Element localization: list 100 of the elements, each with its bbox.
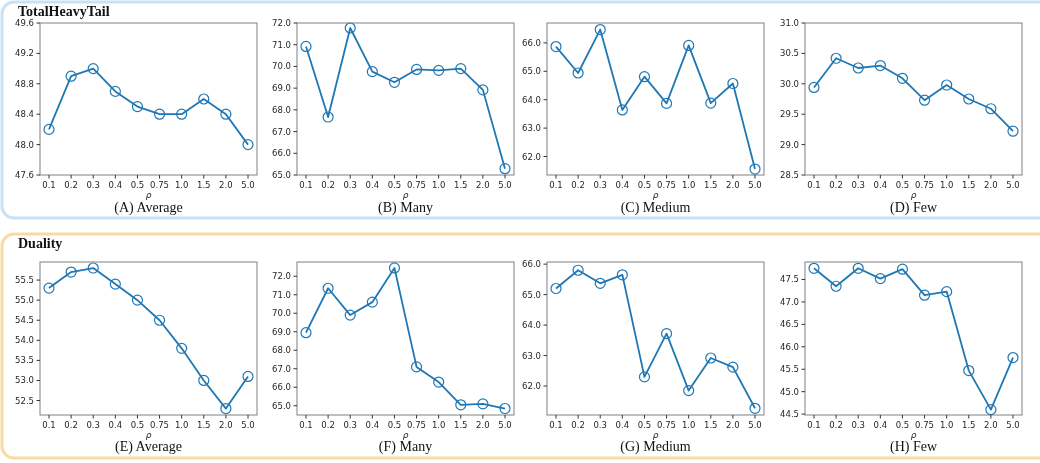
y-tick-label: 72.0 <box>272 17 291 28</box>
text: (E) Average <box>115 439 182 455</box>
y-tick-label: 29.0 <box>780 139 799 150</box>
point <box>366 66 378 78</box>
y-tick-label: 55.0 <box>15 295 34 306</box>
x-tick-label: 0.4 <box>365 420 380 430</box>
y-tick-label: 48.0 <box>15 139 34 150</box>
x-axis-title: ρ <box>652 190 659 200</box>
x-tick-label: 5.0 <box>1006 180 1020 190</box>
point <box>727 77 739 90</box>
x-tick-label: 0.3 <box>86 180 100 190</box>
y-tick-label: 49.2 <box>15 48 34 59</box>
y-tick-label: 69.0 <box>272 83 291 94</box>
x-tick-label: 0.4 <box>365 180 380 190</box>
point <box>153 314 166 326</box>
x-tick-label: 0.3 <box>86 420 100 430</box>
y-tick-label: 30.0 <box>780 78 799 89</box>
point <box>300 327 312 339</box>
point <box>344 309 356 321</box>
x-tick-label: 0.2 <box>321 180 335 190</box>
x-tick-label: 0.75 <box>915 420 935 430</box>
point <box>388 76 401 88</box>
x-tick-label: 2.0 <box>726 420 740 430</box>
y-tick-label: 48.4 <box>15 109 34 120</box>
y-tick-label: 45.5 <box>780 364 799 375</box>
x-tick-label: 0.5 <box>387 420 402 430</box>
x-tick-label: 1.0 <box>174 180 189 190</box>
point <box>749 402 761 414</box>
y-tick-label: 64.0 <box>522 320 541 331</box>
x-tick-label: 0.3 <box>593 420 607 430</box>
point <box>896 263 909 275</box>
x-tick-label: 0.1 <box>42 180 56 190</box>
x-tick-label: 0.3 <box>343 420 357 430</box>
y-tick-label: 31.0 <box>780 17 799 28</box>
x-tick-label: 0.75 <box>657 180 677 190</box>
point <box>131 294 144 306</box>
y-tick-label: 49.6 <box>15 17 34 28</box>
x-tick-label: 5.0 <box>748 420 762 430</box>
x-tick-label: 5.0 <box>1006 420 1020 430</box>
point <box>499 163 511 175</box>
x-tick-label: 2.0 <box>984 420 998 430</box>
y-tick-label: 44.5 <box>780 409 799 420</box>
x-tick-label: 2.0 <box>219 420 233 430</box>
text: (C) Medium <box>620 200 691 216</box>
point <box>683 385 695 397</box>
y-tick-label: 30.5 <box>780 48 799 59</box>
point <box>941 286 953 298</box>
y-tick-label: 64.0 <box>522 94 541 105</box>
point <box>705 97 717 109</box>
point <box>410 361 423 373</box>
x-tick-label: 0.1 <box>299 420 313 430</box>
y-tick-label: 46.5 <box>780 319 799 330</box>
x-tick-label: 0.75 <box>150 420 170 430</box>
text: (G) Medium <box>620 439 691 455</box>
point <box>660 328 673 340</box>
x-tick-label: 0.3 <box>851 180 865 190</box>
point <box>572 67 584 79</box>
point <box>87 63 99 75</box>
y-tick-label: 66.0 <box>522 259 541 270</box>
y-tick-label: 46.0 <box>780 341 799 352</box>
x-tick-label: 0.5 <box>130 420 145 430</box>
y-tick-label: 71.0 <box>272 289 291 300</box>
point <box>941 79 953 91</box>
point <box>852 62 864 74</box>
point <box>433 376 445 388</box>
x-tick-label: 1.0 <box>174 420 189 430</box>
x-tick-label: 2.0 <box>984 180 998 190</box>
x-tick-label: 0.2 <box>571 180 585 190</box>
y-tick-label: 54.5 <box>15 315 34 326</box>
y-tick-label: 65.0 <box>272 169 291 180</box>
y-tick-label: 65.0 <box>272 400 291 411</box>
point <box>220 108 232 120</box>
y-tick-label: 71.0 <box>272 39 291 50</box>
y-tick-label: 52.5 <box>15 395 34 406</box>
point <box>830 52 842 64</box>
point <box>455 399 467 411</box>
y-tick-label: 65.0 <box>522 289 541 300</box>
point <box>477 398 489 410</box>
x-tick-label: 0.4 <box>108 180 123 190</box>
y-tick-label: 65.0 <box>522 66 541 77</box>
point <box>705 352 717 364</box>
x-tick-label: 1.0 <box>939 180 954 190</box>
x-tick-label: 1.5 <box>704 180 718 190</box>
x-tick-label: 0.2 <box>571 420 585 430</box>
point <box>550 40 562 53</box>
point <box>963 364 975 377</box>
point <box>660 97 673 109</box>
text: TotalHeavyTail <box>18 4 110 19</box>
x-tick-label: 0.1 <box>807 420 821 430</box>
x-tick-label: 1.5 <box>454 180 468 190</box>
x-tick-label: 0.2 <box>64 420 78 430</box>
x-tick-label: 0.3 <box>593 180 607 190</box>
point <box>65 70 77 82</box>
x-tick-label: 1.5 <box>197 180 211 190</box>
point <box>638 71 651 83</box>
x-tick-label: 0.1 <box>549 420 563 430</box>
x-axis-title: ρ <box>145 430 152 440</box>
text: (F) Many <box>378 439 433 455</box>
y-tick-label: 47.6 <box>15 169 34 180</box>
x-tick-label: 0.3 <box>851 420 865 430</box>
